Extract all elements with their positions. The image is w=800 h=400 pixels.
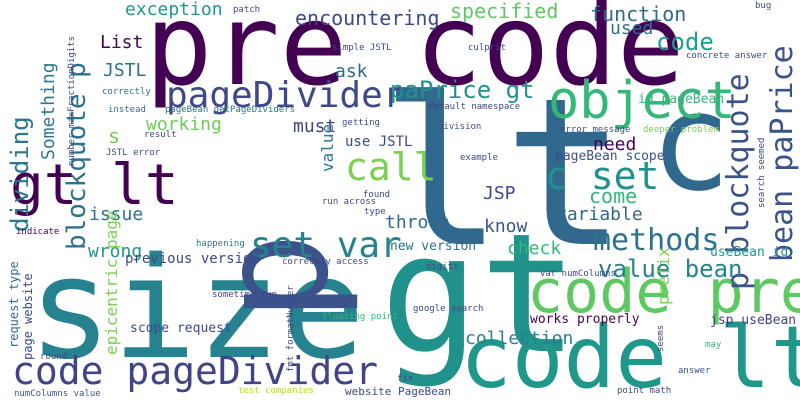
word: answer	[678, 366, 711, 376]
word: previous version	[125, 251, 260, 267]
word: specified	[450, 0, 559, 23]
word: correctly	[102, 87, 151, 97]
word: happening	[196, 239, 245, 249]
word: gt lt	[10, 153, 179, 218]
word: instead	[108, 105, 146, 115]
word: example	[460, 153, 498, 163]
word: search seemed	[757, 137, 767, 208]
word: variable	[556, 204, 643, 225]
word: List	[100, 32, 144, 53]
word: value bean	[598, 255, 743, 283]
word: sometime run	[212, 290, 278, 300]
word: check	[507, 238, 562, 259]
word: round	[40, 352, 68, 362]
word: error message	[560, 125, 631, 135]
word: need	[593, 134, 637, 155]
word: test companies	[238, 386, 314, 396]
word: correctly access	[282, 257, 369, 267]
word: type	[364, 207, 386, 217]
word: use JSTL	[345, 134, 413, 150]
word: wrong	[88, 241, 143, 262]
word: prefix	[654, 247, 673, 305]
word: deeper problem	[643, 125, 719, 135]
word: pre code	[145, 0, 685, 111]
word: google search	[413, 304, 484, 314]
word: result	[144, 130, 177, 140]
word: jsp useBean	[710, 313, 797, 328]
word: encountering	[295, 6, 440, 30]
word: JSTL error	[106, 148, 161, 158]
word: works properly	[530, 312, 640, 327]
word: page website	[21, 273, 35, 360]
word: number maxFractionDigits	[67, 35, 77, 166]
word: size	[28, 228, 366, 391]
word: JSTL	[103, 60, 147, 81]
word: thrown	[385, 212, 451, 233]
word: c set	[545, 154, 660, 198]
word: division	[438, 122, 482, 132]
word: may	[705, 340, 722, 350]
word: code	[656, 28, 714, 56]
word: bug	[755, 1, 772, 11]
word: object	[548, 71, 736, 131]
word: id pageBean	[638, 92, 725, 107]
word: floating point	[322, 312, 398, 322]
word: methods	[593, 223, 720, 258]
word: digits	[426, 262, 459, 272]
word: indicate	[16, 227, 60, 237]
word: exception	[125, 0, 223, 20]
word: fix	[397, 374, 414, 384]
word: code lt	[460, 308, 800, 400]
word: website PageBean	[345, 385, 451, 398]
word: var numColumns	[540, 269, 616, 279]
word: set var	[250, 225, 402, 266]
word: epicentric page	[102, 210, 121, 356]
word: seems	[656, 324, 666, 352]
word: lt	[380, 55, 627, 293]
word: simple JSTL	[332, 43, 392, 53]
word: dividing	[6, 116, 34, 232]
word: come	[589, 184, 638, 208]
word: c	[650, 64, 732, 221]
word: value	[318, 123, 337, 172]
word: bean paPrice	[765, 45, 800, 262]
word: patch	[233, 5, 261, 15]
word: default namespace	[428, 102, 521, 112]
word: s	[108, 124, 121, 148]
word: code pre	[527, 257, 800, 327]
word: know	[484, 216, 528, 237]
word: pageBean scope	[555, 149, 665, 164]
word: getting	[342, 118, 380, 128]
word: used	[610, 18, 654, 39]
word: numColumns value	[14, 389, 101, 399]
word: found	[363, 190, 391, 200]
word: code pageDivider	[12, 349, 379, 393]
word: fmt formatNumber	[286, 285, 296, 372]
word: culprit	[468, 43, 506, 53]
word: point math	[617, 386, 672, 396]
word: useBean id	[710, 245, 789, 260]
word: ask	[335, 61, 368, 82]
word: gt	[380, 198, 579, 390]
word: pageBean getPageDividers	[165, 105, 296, 115]
word: pageDivider	[166, 75, 405, 116]
word: call	[345, 145, 437, 189]
word: JSP	[483, 183, 516, 204]
word: scope request	[130, 321, 232, 336]
word: function	[590, 2, 687, 26]
word: run across	[322, 197, 377, 207]
word: Something	[38, 62, 59, 160]
word: request type	[7, 261, 21, 348]
word: working	[146, 114, 222, 135]
word: must	[293, 116, 337, 137]
word: issue	[89, 204, 144, 225]
word: paPrice gt	[390, 76, 535, 104]
word: new version	[390, 239, 477, 254]
word: collection	[465, 328, 574, 349]
word: concrete answer	[686, 51, 768, 61]
